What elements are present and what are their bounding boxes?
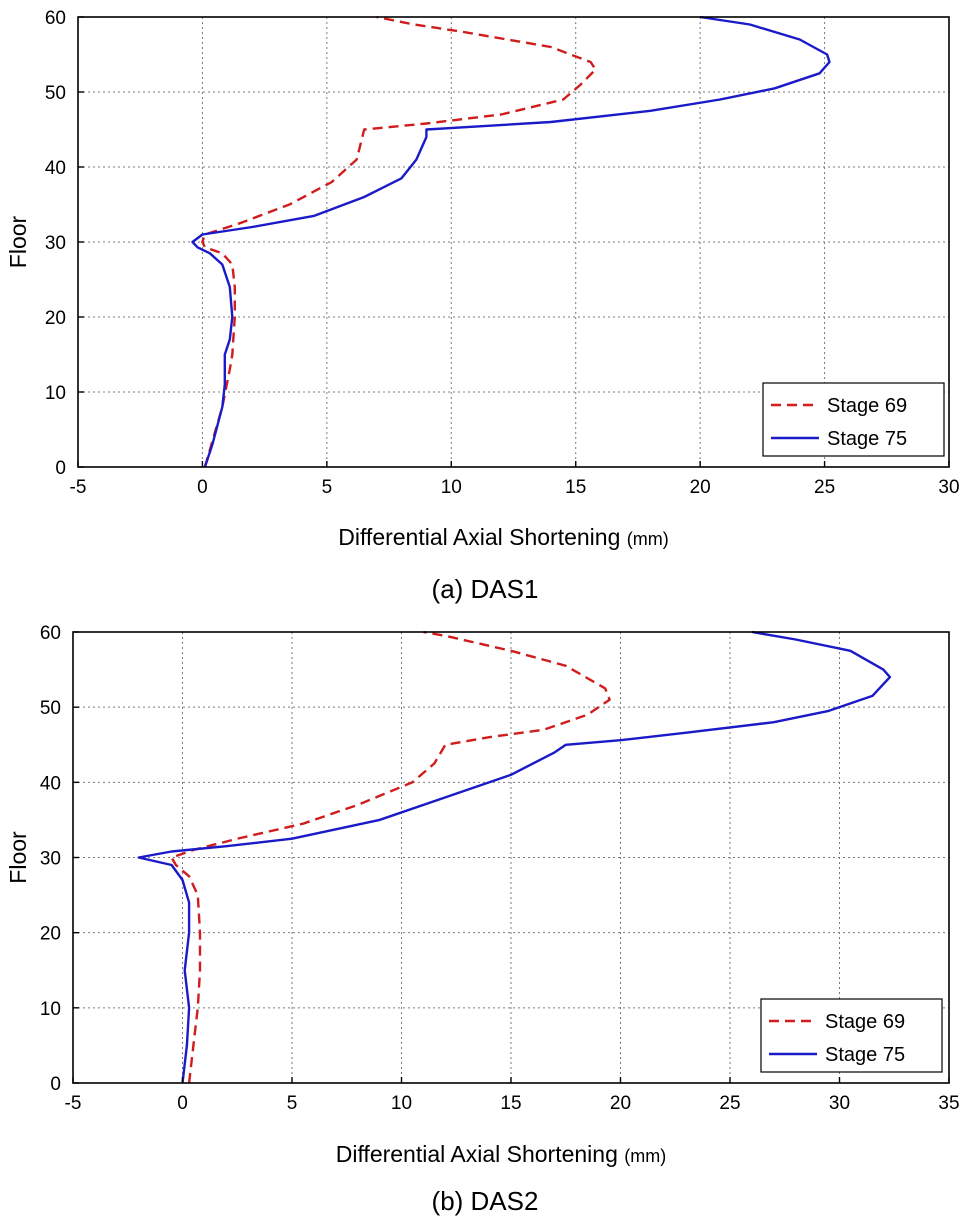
x-axis-label-text: Differential Axial Shortening bbox=[338, 524, 627, 550]
y-tick-label: 60 bbox=[45, 8, 66, 29]
x-tick-label: 15 bbox=[500, 1093, 521, 1114]
x-axis-label-unit: (mm) bbox=[627, 529, 669, 549]
x-tick-label: 25 bbox=[719, 1093, 740, 1114]
x-axis-label-text: Differential Axial Shortening bbox=[336, 1141, 625, 1167]
y-tick-label: 30 bbox=[40, 849, 61, 870]
y-axis-label: Floor bbox=[5, 831, 31, 884]
y-tick-label: 10 bbox=[40, 999, 61, 1020]
legend-box bbox=[760, 998, 943, 1073]
y-tick-label: 0 bbox=[50, 1074, 61, 1095]
x-axis-label-unit: (mm) bbox=[624, 1146, 666, 1166]
series-line-stage-75 bbox=[191, 15, 831, 468]
x-tick-label: 0 bbox=[197, 477, 208, 498]
x-tick-label: 0 bbox=[177, 1093, 188, 1114]
y-tick-label: 50 bbox=[40, 698, 61, 719]
y-tick-label: 60 bbox=[40, 623, 61, 644]
y-tick-label: 40 bbox=[40, 773, 61, 794]
x-tick-label: 25 bbox=[814, 477, 835, 498]
x-tick-label: 10 bbox=[441, 477, 462, 498]
x-tick-label: 10 bbox=[391, 1093, 412, 1114]
y-tick-label: 50 bbox=[45, 83, 66, 104]
x-tick-label: 30 bbox=[829, 1093, 850, 1114]
legend-label: Stage 75 bbox=[827, 428, 907, 450]
legend: Stage 69 Stage 75 bbox=[762, 382, 945, 457]
y-tick-label: 20 bbox=[45, 308, 66, 329]
chart-caption: (a) DAS1 bbox=[432, 574, 539, 604]
y-tick-label: 40 bbox=[45, 158, 66, 179]
series-line-stage-75 bbox=[137, 630, 892, 1084]
legend-label: Stage 69 bbox=[825, 1011, 905, 1033]
legend-label: Stage 75 bbox=[825, 1044, 905, 1066]
x-axis-label: Differential Axial Shortening (mm) bbox=[338, 524, 669, 550]
x-tick-label: -5 bbox=[70, 477, 87, 498]
x-tick-label: 15 bbox=[565, 477, 586, 498]
x-tick-label: 5 bbox=[287, 1093, 298, 1114]
y-tick-label: 30 bbox=[45, 233, 66, 254]
legend: Stage 69 Stage 75 bbox=[760, 998, 943, 1073]
chart-panel-das1: -5 0 5 10 15 20 25 300102030405060Differential … bbox=[5, 8, 960, 604]
y-tick-label: 0 bbox=[55, 458, 66, 479]
y-tick-label: 20 bbox=[40, 924, 61, 945]
legend-box bbox=[762, 382, 945, 457]
x-tick-label: 20 bbox=[690, 477, 711, 498]
series-line-stage-69 bbox=[170, 630, 611, 1084]
chart-panel-das2: -5 0 5 10 15 20 25 30 350102030405060Differentia… bbox=[5, 623, 960, 1216]
x-tick-label: 20 bbox=[610, 1093, 631, 1114]
series-line-stage-69 bbox=[201, 15, 597, 468]
x-axis-label: Differential Axial Shortening (mm) bbox=[336, 1141, 667, 1167]
chart-caption: (b) DAS2 bbox=[432, 1186, 539, 1216]
y-tick-label: 10 bbox=[45, 383, 66, 404]
legend-label: Stage 69 bbox=[827, 395, 907, 417]
y-axis-label: Floor bbox=[5, 215, 31, 268]
x-tick-label: 30 bbox=[938, 477, 959, 498]
x-tick-label: 5 bbox=[322, 477, 333, 498]
x-tick-label: 35 bbox=[938, 1093, 959, 1114]
x-tick-label: -5 bbox=[65, 1093, 82, 1114]
